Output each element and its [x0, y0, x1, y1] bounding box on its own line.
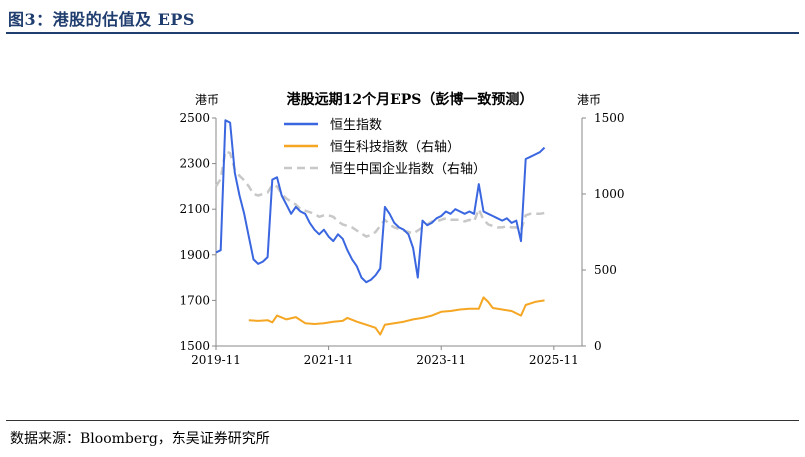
series-layer [214, 119, 546, 336]
figure-header: 图3：港股的估值及 EPS [0, 0, 805, 36]
series-line-0 [215, 119, 546, 284]
axes-group: 1500170019002100230025000500100015002019… [179, 111, 624, 367]
left-tick-label: 2100 [179, 202, 210, 216]
x-tick-label: 2021-11 [304, 353, 354, 367]
source-note: 数据来源：Bloomberg，东吴证券研究所 [10, 431, 270, 447]
left-tick-label: 1900 [179, 248, 210, 262]
right-axis-unit: 港币 [577, 93, 601, 107]
left-axis-unit: 港币 [195, 93, 219, 107]
legend-label-2: 恒生中国企业指数（右轴） [330, 161, 486, 177]
right-tick-label: 0 [594, 339, 602, 353]
figure-title: 图3：港股的估值及 EPS [8, 10, 195, 29]
left-tick-label: 2500 [179, 111, 210, 125]
chart-title: 港股远期12个月EPS（彭博一致预测） [287, 91, 534, 108]
left-tick-label: 1700 [179, 293, 210, 307]
series-line-1 [248, 296, 545, 336]
x-tick-label: 2025-11 [529, 353, 579, 367]
eps-chart: 港股远期12个月EPS（彭博一致预测） 港币 港币 1500 1700 1900 21… [179, 91, 624, 367]
x-tick-label: 2019-11 [191, 353, 241, 367]
series-line-2 [214, 150, 545, 238]
right-tick-label: 1500 [594, 111, 625, 125]
left-tick-label: 1500 [179, 339, 210, 353]
right-tick-label: 500 [594, 263, 617, 277]
legend-label-1: 恒生科技指数（右轴） [330, 140, 460, 155]
footer-rule [6, 420, 799, 421]
header-rule [6, 32, 799, 34]
right-tick-label: 1000 [594, 187, 625, 201]
x-tick-label: 2023-11 [416, 353, 466, 367]
legend-label-0: 恒生指数 [330, 118, 382, 133]
left-tick-label: 2300 [179, 157, 210, 171]
